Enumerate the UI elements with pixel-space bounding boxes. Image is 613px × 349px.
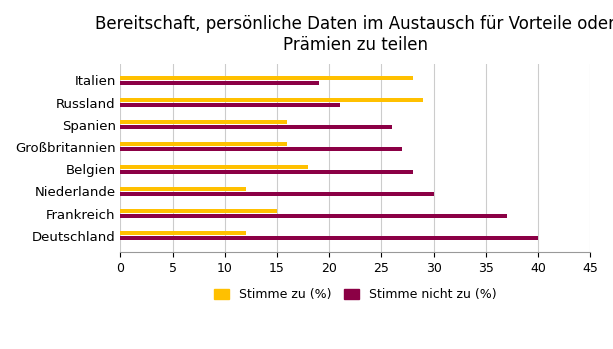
Bar [121, 120, 287, 124]
Bar [121, 192, 433, 196]
Bar [121, 76, 413, 80]
Bar [121, 103, 340, 107]
Bar [121, 142, 287, 147]
Legend: Stimme zu (%), Stimme nicht zu (%): Stimme zu (%), Stimme nicht zu (%) [209, 283, 501, 306]
Bar [121, 98, 423, 102]
Bar [121, 170, 413, 173]
Bar [121, 231, 246, 235]
Bar [121, 209, 277, 213]
Bar [121, 236, 538, 240]
Bar [121, 214, 506, 218]
Bar [121, 147, 402, 151]
Title: Bereitschaft, persönliche Daten im Austausch für Vorteile oder
Prämien zu teilen: Bereitschaft, persönliche Daten im Austa… [95, 15, 613, 54]
Bar [121, 187, 246, 191]
Bar [121, 81, 319, 85]
Bar [121, 125, 392, 129]
Bar [121, 165, 308, 169]
